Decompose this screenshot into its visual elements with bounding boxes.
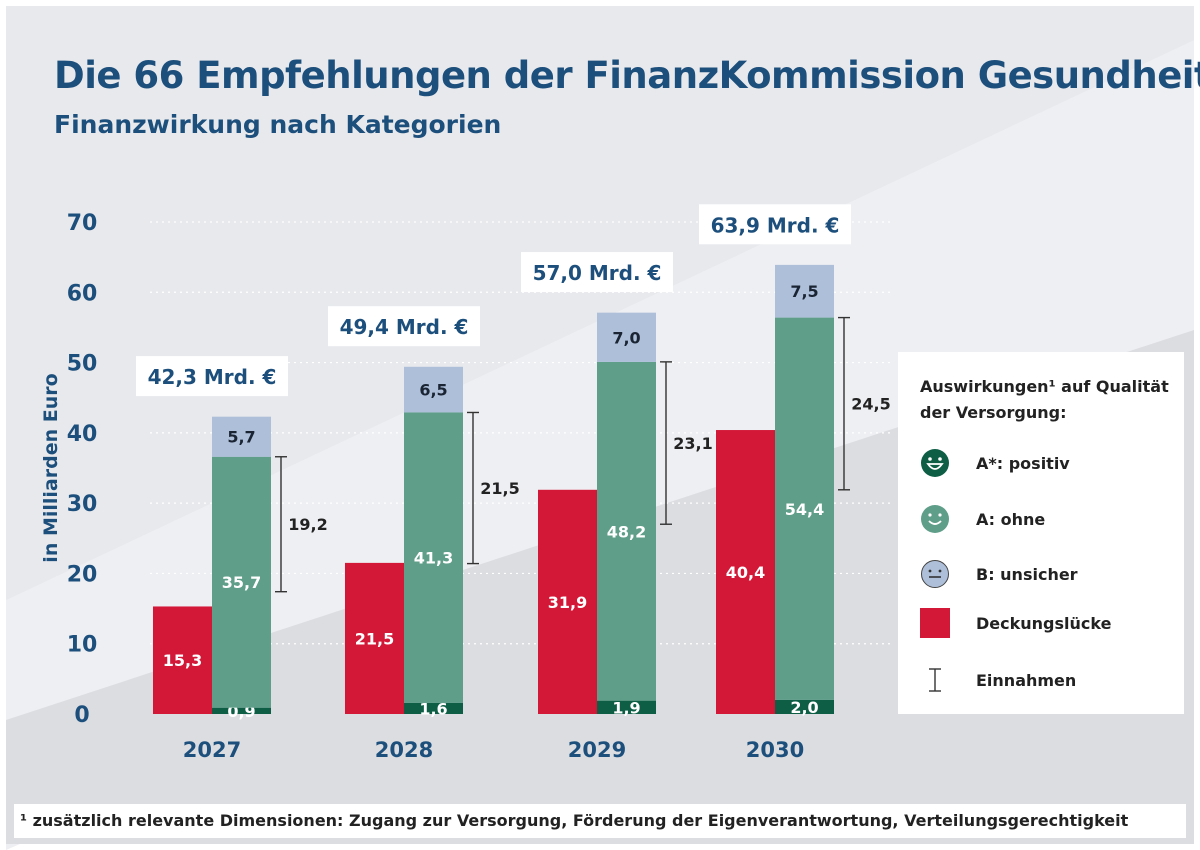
bracket-icon bbox=[929, 668, 941, 692]
legend-label: B: unsicher bbox=[976, 564, 1078, 584]
bar-positiv-label: 1,9 bbox=[612, 698, 640, 717]
bar-unsicher-label: 6,5 bbox=[419, 381, 447, 400]
legend-label: Einnahmen bbox=[976, 670, 1077, 690]
bar-label-deckungsluecke: 21,5 bbox=[355, 629, 394, 648]
total-label: 57,0 Mrd. € bbox=[533, 261, 662, 285]
bar-positiv bbox=[597, 700, 656, 714]
footnote: ¹ zusätzlich relevante Dimensionen: Zuga… bbox=[14, 804, 1186, 838]
legend-item-ohne: A: ohne bbox=[920, 504, 1045, 534]
bar-deckungsluecke bbox=[716, 430, 775, 714]
bar-ohne-label: 41,3 bbox=[414, 549, 453, 568]
bar-ohne bbox=[775, 317, 834, 700]
bar-ohne bbox=[597, 361, 656, 701]
bar-ohne-label: 54,4 bbox=[785, 500, 824, 519]
smiley-big-grin-icon bbox=[921, 449, 949, 477]
y-tick-label: 60 bbox=[67, 281, 98, 306]
einnahmen-label: 19,2 bbox=[288, 515, 327, 534]
bar-ohne-label: 35,7 bbox=[222, 573, 261, 592]
bar-positiv-label: 1,6 bbox=[419, 699, 447, 718]
legend-title-line2: der Versorgung: bbox=[920, 403, 1067, 422]
total-box bbox=[699, 204, 851, 245]
bar-ohne bbox=[212, 456, 271, 708]
y-tick-label: 20 bbox=[67, 562, 98, 587]
smiley-smile-icon bbox=[921, 505, 949, 533]
bar-label-deckungsluecke: 31,9 bbox=[548, 593, 587, 612]
einnahmen-label: 23,1 bbox=[673, 434, 712, 453]
bar-ohne-label: 48,2 bbox=[607, 522, 646, 541]
legend-label: A*: positiv bbox=[976, 453, 1070, 473]
total-label: 63,9 Mrd. € bbox=[711, 213, 840, 237]
total-label: 49,4 Mrd. € bbox=[340, 315, 469, 339]
total-box bbox=[136, 356, 288, 397]
bar-label-deckungsluecke: 40,4 bbox=[726, 563, 765, 582]
y-tick-label: 50 bbox=[67, 352, 98, 377]
x-tick-label: 2028 bbox=[375, 738, 433, 762]
legend-item-einnahmen: Einnahmen bbox=[920, 665, 1076, 695]
bar-unsicher bbox=[404, 366, 463, 413]
legend-item-unsicher: B: unsicher bbox=[920, 559, 1078, 589]
bar-deckungsluecke bbox=[153, 606, 212, 714]
page-subtitle: Finanzwirkung nach Kategorien bbox=[54, 110, 502, 139]
y-axis-label: in Milliarden Euro bbox=[40, 373, 62, 562]
bar-unsicher bbox=[212, 416, 271, 457]
bar-unsicher-label: 5,7 bbox=[227, 428, 255, 447]
total-label: 42,3 Mrd. € bbox=[148, 365, 277, 389]
smiley-neutral-icon bbox=[921, 560, 949, 588]
bar-unsicher-label: 7,5 bbox=[790, 282, 818, 301]
legend: Auswirkungen¹ auf Qualität der Versorgun… bbox=[898, 352, 1184, 714]
total-box bbox=[521, 252, 673, 293]
page-title: Die 66 Empfehlungen der FinanzKommission… bbox=[54, 54, 1200, 97]
y-tick-label: 40 bbox=[67, 422, 98, 447]
legend-title: Auswirkungen¹ auf Qualität der Versorgun… bbox=[920, 374, 1169, 426]
bar-positiv bbox=[404, 702, 463, 714]
bar-positiv-label: 2,0 bbox=[790, 698, 818, 717]
x-tick-label: 2027 bbox=[183, 738, 241, 762]
bar-unsicher bbox=[775, 264, 834, 318]
x-tick-label: 2029 bbox=[568, 738, 626, 762]
bar-positiv bbox=[775, 699, 834, 714]
legend-label: Deckungslücke bbox=[976, 613, 1112, 633]
einnahmen-label: 21,5 bbox=[480, 479, 519, 498]
square-icon bbox=[920, 608, 950, 638]
legend-title-line1: Auswirkungen¹ auf Qualität bbox=[920, 377, 1169, 396]
y-tick-label: 30 bbox=[67, 492, 98, 517]
total-box bbox=[328, 306, 480, 347]
einnahmen-label: 24,5 bbox=[851, 395, 890, 414]
y-tick-label: 70 bbox=[67, 211, 98, 236]
bar-unsicher-label: 7,0 bbox=[612, 328, 640, 347]
legend-label: A: ohne bbox=[976, 509, 1046, 529]
x-tick-label: 2030 bbox=[746, 738, 804, 762]
bar-positiv bbox=[212, 707, 271, 714]
bar-deckungsluecke bbox=[538, 489, 597, 714]
y-tick-label: 0 bbox=[74, 703, 89, 728]
bar-ohne bbox=[404, 412, 463, 703]
legend-item-positiv: A*: positiv bbox=[920, 448, 1070, 478]
legend-item-deckungsluecke: Deckungslücke bbox=[920, 608, 1111, 638]
bar-deckungsluecke bbox=[345, 562, 404, 714]
y-tick-label: 10 bbox=[67, 633, 98, 658]
bar-label-deckungsluecke: 15,3 bbox=[163, 651, 202, 670]
bar-unsicher bbox=[597, 312, 656, 362]
